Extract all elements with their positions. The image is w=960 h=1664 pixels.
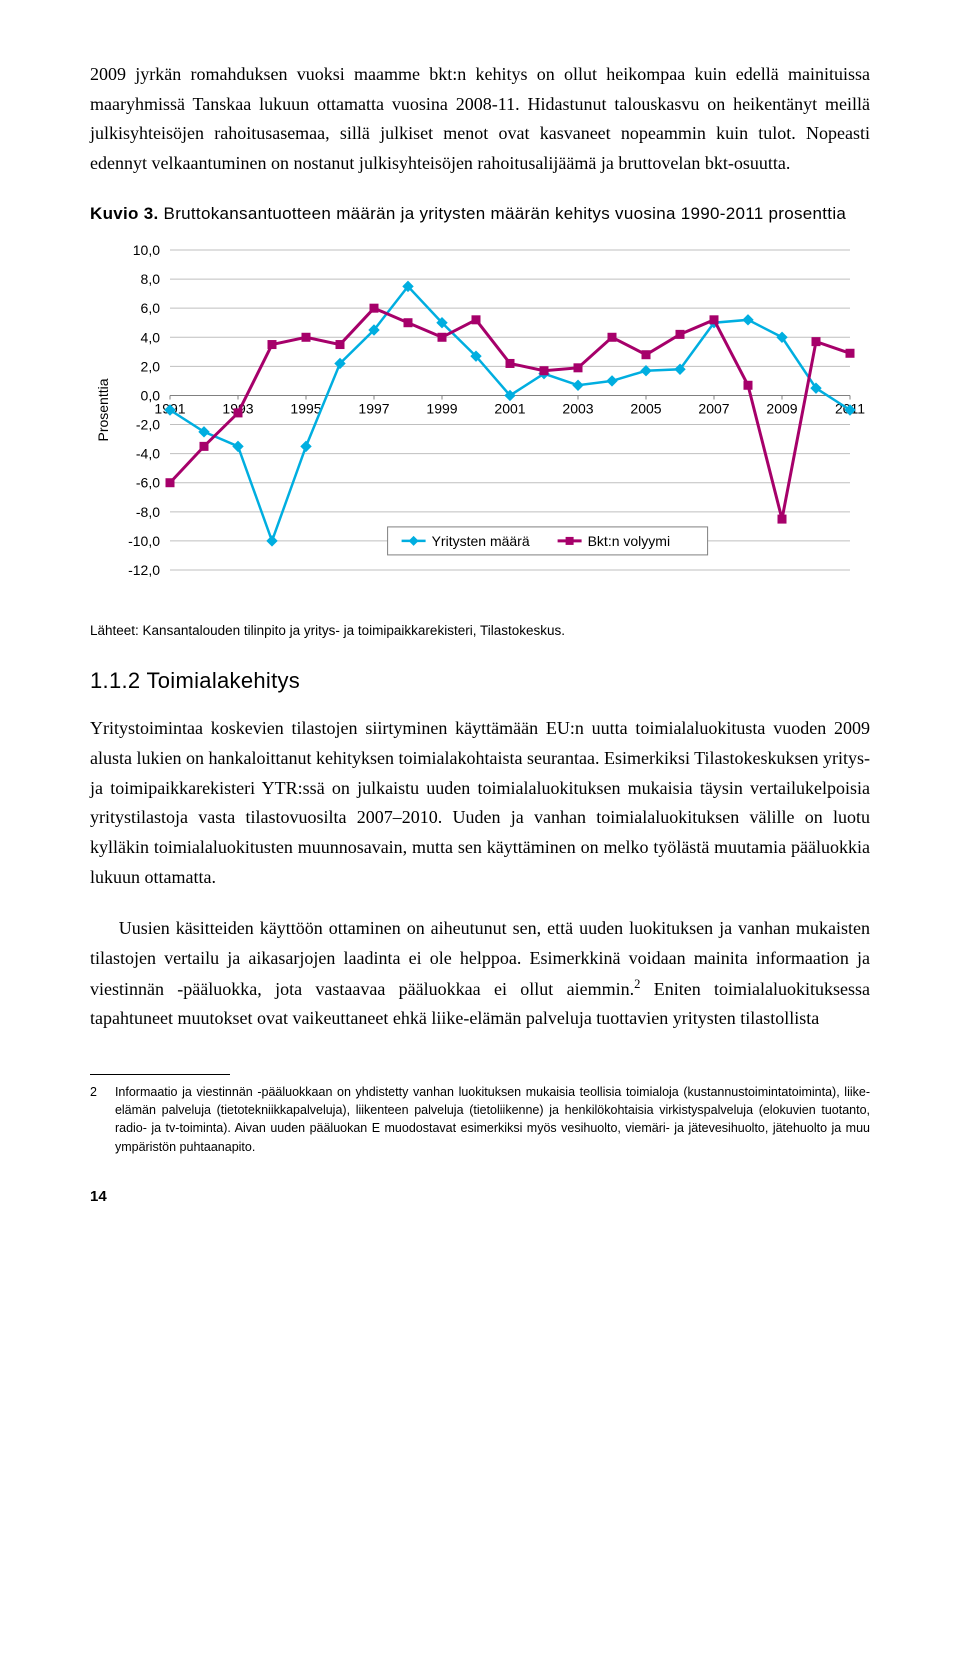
svg-text:2003: 2003 bbox=[562, 401, 593, 417]
svg-text:-4,0: -4,0 bbox=[136, 446, 160, 462]
svg-text:8,0: 8,0 bbox=[141, 271, 161, 287]
svg-text:2009: 2009 bbox=[766, 401, 797, 417]
svg-text:2005: 2005 bbox=[630, 401, 661, 417]
paragraph-body-1: Yritystoimintaa koskevien tilastojen sii… bbox=[90, 714, 870, 892]
svg-text:Bkt:n volyymi: Bkt:n volyymi bbox=[588, 533, 670, 549]
chart-title-rest: Bruttokansantuotteen määrän ja yritysten… bbox=[159, 204, 847, 223]
svg-text:-6,0: -6,0 bbox=[136, 475, 160, 491]
footnote-number: 2 bbox=[90, 1083, 97, 1156]
paragraph-intro: 2009 jyrkän romahduksen vuoksi maamme bk… bbox=[90, 60, 870, 179]
footnote-text: Informaatio ja viestinnän -pääluokkaan o… bbox=[115, 1083, 870, 1156]
svg-text:2,0: 2,0 bbox=[141, 359, 161, 375]
svg-text:4,0: 4,0 bbox=[141, 330, 161, 346]
svg-text:Yritysten määrä: Yritysten määrä bbox=[432, 533, 530, 549]
svg-text:1995: 1995 bbox=[290, 401, 321, 417]
svg-text:-10,0: -10,0 bbox=[128, 533, 160, 549]
chart-kuvio3: 10,08,06,04,02,00,0-2,0-4,0-6,0-8,0-10,0… bbox=[90, 240, 870, 605]
chart-title: Kuvio 3. Bruttokansantuotteen määrän ja … bbox=[90, 201, 870, 227]
svg-text:6,0: 6,0 bbox=[141, 300, 161, 316]
section-heading: 1.1.2 Toimialakehitys bbox=[90, 668, 870, 694]
svg-text:1999: 1999 bbox=[426, 401, 457, 417]
footnote-rule bbox=[90, 1074, 230, 1075]
svg-text:-2,0: -2,0 bbox=[136, 417, 160, 433]
svg-text:-8,0: -8,0 bbox=[136, 504, 160, 520]
svg-text:10,0: 10,0 bbox=[133, 242, 160, 258]
svg-text:Prosenttia: Prosenttia bbox=[95, 379, 111, 442]
footnote-2: 2 Informaatio ja viestinnän -pääluokkaan… bbox=[90, 1083, 870, 1156]
paragraph-body-2: Uusien käsitteiden käyttöön ottaminen on… bbox=[90, 914, 870, 1034]
svg-text:2001: 2001 bbox=[494, 401, 525, 417]
svg-text:1997: 1997 bbox=[358, 401, 389, 417]
page-number: 14 bbox=[90, 1188, 870, 1205]
svg-text:-12,0: -12,0 bbox=[128, 562, 160, 578]
chart-source: Lähteet: Kansantalouden tilinpito ja yri… bbox=[90, 623, 870, 638]
chart-title-bold: Kuvio 3. bbox=[90, 204, 159, 223]
svg-text:2007: 2007 bbox=[698, 401, 729, 417]
